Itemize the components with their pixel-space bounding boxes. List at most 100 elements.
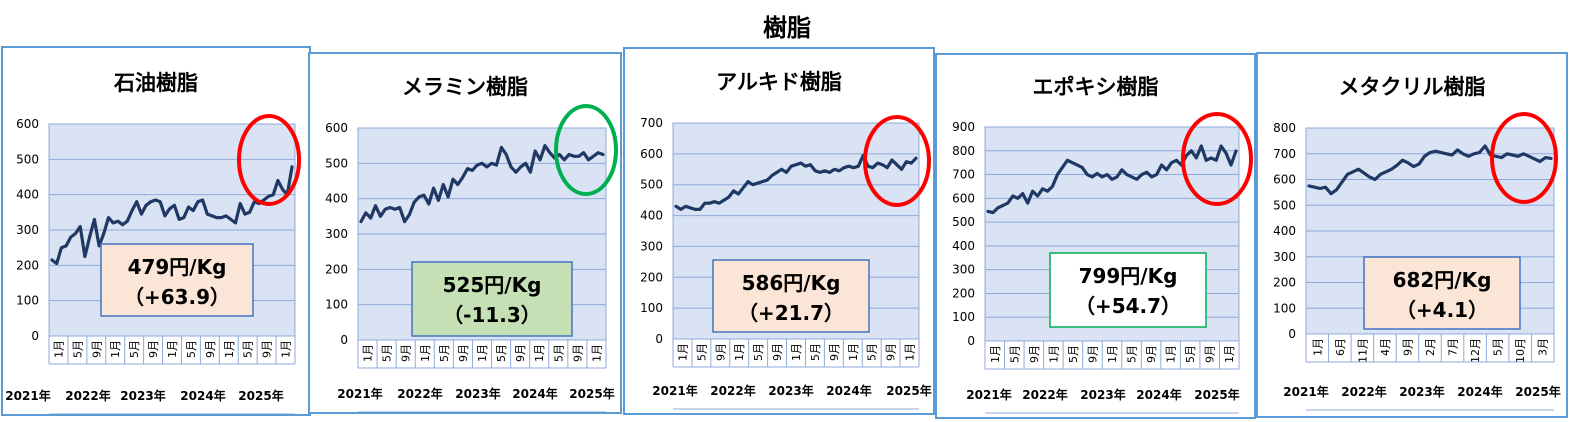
data-point — [756, 182, 759, 184]
data-point — [1091, 176, 1093, 178]
x-year-label: 2022年 — [1341, 384, 1386, 399]
x-year-label: 2025年 — [238, 388, 283, 403]
data-point — [88, 236, 91, 238]
data-point — [1319, 187, 1321, 190]
data-point — [442, 183, 445, 186]
data-point — [1106, 173, 1108, 176]
data-point — [876, 162, 879, 164]
data-point — [1046, 190, 1049, 192]
data-point — [150, 200, 152, 203]
x-tick-label: 3月 — [1537, 338, 1550, 356]
price-change-label: （+4.1） — [1396, 298, 1488, 322]
data-point — [1131, 176, 1133, 178]
data-point — [780, 168, 783, 171]
data-point — [490, 162, 493, 165]
data-point — [164, 215, 166, 217]
data-point — [1352, 171, 1354, 173]
x-tick-label: 5月 — [552, 344, 565, 362]
chart-panel-melamine-resin: メラミン樹脂 0 100 200 300 400 500 600 1月 5月 9月 1月 5月 9月 1月 5… — [308, 52, 622, 414]
x-year-label: 2022年 — [65, 388, 110, 403]
chart-panel-alkyd-resin: アルキド樹脂 0 100 200 300 400 500 600 700 1月 5月 9月 1月 5月 9月… — [623, 47, 935, 415]
y-tick-label: 500 — [16, 152, 39, 166]
x-year-label: 2021年 — [652, 383, 697, 398]
x-tick-label: 1月 — [733, 343, 746, 361]
data-point — [592, 155, 595, 158]
data-point — [428, 203, 430, 205]
x-tick-label: 10月 — [1514, 338, 1527, 363]
x-tick-label: 9月 — [1145, 345, 1158, 363]
data-point — [239, 202, 241, 205]
data-point — [173, 204, 176, 207]
data-point — [360, 220, 362, 223]
x-tick-label: 9月 — [261, 340, 274, 358]
data-point — [437, 199, 440, 202]
y-tick-label: 400 — [952, 239, 975, 253]
data-point — [544, 144, 546, 147]
chart-svg: メタクリル樹脂 0 100 200 300 400 500 600 700 800 1月 6月 11月 4… — [1273, 75, 1561, 411]
x-tick-label: 5月 — [695, 343, 708, 361]
data-point — [1170, 161, 1173, 164]
data-point — [1478, 151, 1481, 154]
x-tick-label: 5月 — [438, 344, 451, 362]
price-box — [1049, 252, 1207, 328]
data-point — [689, 207, 692, 209]
data-point — [1467, 155, 1470, 158]
x-year-label: 2021年 — [1283, 384, 1328, 399]
chart-panel-petroleum-resin: 石油樹脂 0 100 200 300 400 500 600 1月 5月 9月 1月 5月 9月 1月 5月 9… — [1, 46, 311, 416]
chart-title: アルキド樹脂 — [716, 70, 842, 94]
data-point — [500, 146, 503, 149]
data-point — [206, 213, 209, 215]
price-label: 479円/Kg — [128, 255, 227, 279]
data-point — [466, 167, 469, 170]
x-tick-label: 5月 — [752, 343, 765, 361]
data-point — [1121, 169, 1123, 171]
y-tick-label: 0 — [31, 329, 39, 343]
x-year-label: 2025年 — [886, 383, 931, 398]
data-point — [1066, 159, 1069, 162]
data-point — [365, 212, 367, 214]
data-point — [597, 151, 599, 154]
data-point — [1126, 173, 1128, 176]
data-point — [1544, 156, 1547, 159]
chart-title: エポキシ樹脂 — [1033, 75, 1159, 99]
data-point — [495, 164, 498, 166]
y-tick-label: 200 — [640, 270, 663, 284]
data-point — [704, 202, 706, 204]
data-point — [1456, 149, 1459, 151]
data-point — [867, 165, 869, 167]
data-point — [795, 163, 797, 166]
y-tick-label: 0 — [967, 334, 975, 348]
data-point — [699, 208, 701, 211]
data-point — [1500, 156, 1503, 159]
x-year-label: 2023年 — [455, 386, 500, 401]
x-tick-label: 1月 — [109, 340, 122, 358]
price-change-label: （+63.9） — [124, 285, 230, 309]
data-point — [766, 179, 768, 181]
data-point — [481, 162, 483, 165]
x-tick-label: 1月 — [223, 340, 236, 358]
data-point — [992, 211, 994, 214]
data-point — [1528, 155, 1530, 158]
data-point — [1346, 173, 1349, 176]
data-point — [447, 196, 449, 198]
x-tick-label: 1月 — [1106, 345, 1119, 363]
data-point — [752, 183, 754, 186]
x-tick-label: 5月 — [495, 344, 508, 362]
x-tick-label: 9月 — [1204, 345, 1217, 363]
data-point — [900, 168, 903, 171]
data-point — [211, 215, 213, 217]
data-point — [1017, 197, 1019, 200]
x-tick-label: 5月 — [128, 340, 141, 358]
data-point — [126, 220, 129, 222]
y-tick-label: 600 — [1273, 173, 1296, 187]
y-tick-label: 100 — [640, 301, 663, 315]
x-tick-label: 5月 — [1008, 345, 1021, 363]
data-point — [838, 170, 840, 172]
y-tick-label: 300 — [1273, 250, 1296, 264]
data-point — [1445, 153, 1448, 155]
x-tick-label: 5月 — [809, 343, 822, 361]
chart-svg: アルキド樹脂 0 100 200 300 400 500 600 700 1月 5月 9月 1月 5月 9月… — [640, 70, 932, 410]
data-point — [1412, 165, 1415, 168]
data-point — [394, 208, 396, 211]
x-tick-label: 1月 — [1047, 345, 1060, 363]
